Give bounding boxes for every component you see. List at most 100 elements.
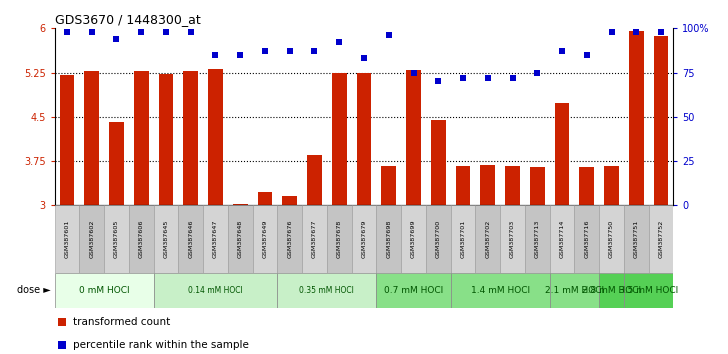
Text: GSM387647: GSM387647	[213, 220, 218, 258]
Bar	[431, 120, 446, 205]
Bar	[178, 205, 203, 273]
Bar	[307, 155, 322, 205]
Text: GSM387699: GSM387699	[411, 219, 416, 258]
Bar	[109, 121, 124, 205]
Bar	[525, 205, 550, 273]
Text: GSM387700: GSM387700	[436, 220, 440, 258]
Text: 0.7 mM HOCl: 0.7 mM HOCl	[384, 286, 443, 295]
Text: 1.4 mM HOCl: 1.4 mM HOCl	[470, 286, 530, 295]
Text: 0 mM HOCl: 0 mM HOCl	[79, 286, 130, 295]
Bar	[574, 205, 599, 273]
Point	[309, 48, 320, 54]
Bar	[208, 69, 223, 205]
Text: transformed count: transformed count	[73, 317, 170, 327]
Point	[61, 29, 73, 35]
Point	[655, 29, 667, 35]
Bar	[84, 72, 99, 205]
Bar	[79, 205, 104, 273]
Point	[482, 75, 494, 81]
Point	[185, 29, 197, 35]
Text: percentile rank within the sample: percentile rank within the sample	[73, 340, 249, 350]
Point	[259, 48, 271, 54]
Bar	[327, 205, 352, 273]
Bar	[376, 205, 401, 273]
Bar	[357, 73, 371, 205]
Text: GSM387676: GSM387676	[288, 220, 292, 258]
Point	[86, 29, 98, 35]
Bar	[183, 72, 198, 205]
Text: 2.1 mM HOCl: 2.1 mM HOCl	[545, 286, 604, 295]
Bar	[451, 273, 550, 308]
Bar	[129, 205, 154, 273]
Bar	[456, 166, 470, 205]
Bar	[55, 205, 79, 273]
Text: GSM387677: GSM387677	[312, 220, 317, 258]
Bar	[352, 205, 376, 273]
Text: GSM387752: GSM387752	[659, 220, 663, 258]
Text: 0.35 mM HOCl: 0.35 mM HOCl	[299, 286, 355, 295]
Point	[111, 36, 122, 42]
Bar	[426, 205, 451, 273]
Text: GDS3670 / 1448300_at: GDS3670 / 1448300_at	[55, 13, 200, 26]
Point	[234, 52, 246, 58]
Text: GSM387714: GSM387714	[560, 220, 564, 258]
Text: GSM387605: GSM387605	[114, 220, 119, 258]
Bar	[579, 167, 594, 205]
Bar	[530, 167, 545, 205]
Point	[358, 56, 370, 61]
Bar	[401, 205, 426, 273]
Text: 0.14 mM HOCl: 0.14 mM HOCl	[188, 286, 243, 295]
Text: GSM387698: GSM387698	[387, 220, 391, 258]
Bar	[60, 75, 74, 205]
Bar	[55, 273, 154, 308]
Point	[210, 52, 221, 58]
Bar	[258, 192, 272, 205]
Bar	[475, 205, 500, 273]
Point	[432, 79, 444, 84]
Point	[630, 29, 642, 35]
Text: GSM387601: GSM387601	[65, 220, 69, 258]
Text: GSM387703: GSM387703	[510, 220, 515, 258]
Bar	[302, 205, 327, 273]
Text: GSM387750: GSM387750	[609, 220, 614, 258]
Bar	[505, 166, 520, 205]
Bar	[550, 273, 599, 308]
Text: GSM387648: GSM387648	[238, 220, 242, 258]
Bar	[376, 273, 451, 308]
Bar	[629, 31, 644, 205]
Bar	[550, 205, 574, 273]
Point	[457, 75, 469, 81]
Bar	[555, 103, 569, 205]
Text: GSM387702: GSM387702	[486, 220, 490, 258]
Text: GSM387716: GSM387716	[585, 220, 589, 258]
Text: GSM387645: GSM387645	[164, 220, 168, 258]
Bar	[451, 205, 475, 273]
Bar	[654, 36, 668, 205]
Bar	[233, 204, 248, 205]
Text: GSM387606: GSM387606	[139, 220, 143, 258]
Text: GSM387751: GSM387751	[634, 220, 638, 258]
Point	[383, 33, 395, 38]
Point	[581, 52, 593, 58]
Bar	[228, 205, 253, 273]
Point	[556, 48, 568, 54]
Text: 3.5 mM HOCl: 3.5 mM HOCl	[619, 286, 678, 295]
Text: GSM387679: GSM387679	[362, 220, 366, 258]
Bar	[500, 205, 525, 273]
Bar	[282, 196, 297, 205]
Text: GSM387713: GSM387713	[535, 220, 539, 258]
Bar	[134, 71, 149, 205]
Bar	[203, 205, 228, 273]
Bar	[277, 205, 302, 273]
Text: GSM387701: GSM387701	[461, 220, 465, 258]
Text: 2.8 mM HOCl: 2.8 mM HOCl	[582, 286, 641, 295]
Bar	[624, 273, 673, 308]
Bar	[332, 73, 347, 205]
Text: GSM387678: GSM387678	[337, 220, 341, 258]
Bar	[406, 70, 421, 205]
Bar	[104, 205, 129, 273]
Bar	[599, 205, 624, 273]
Text: GSM387646: GSM387646	[189, 220, 193, 258]
Bar	[599, 273, 624, 308]
Point	[531, 70, 543, 75]
